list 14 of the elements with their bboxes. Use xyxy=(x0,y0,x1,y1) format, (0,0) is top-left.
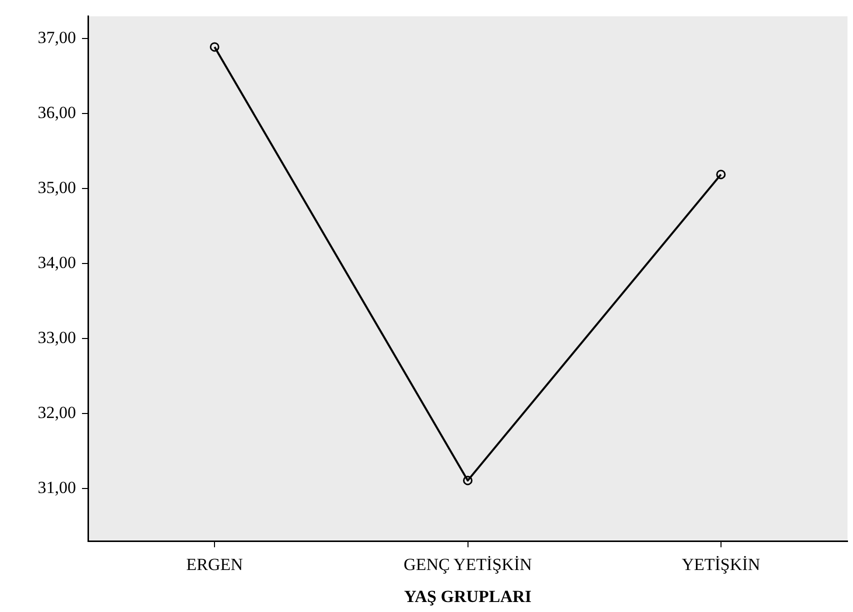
x-axis-title: YAŞ GRUPLARI xyxy=(404,587,532,606)
y-tick-label: 31,00 xyxy=(38,478,76,498)
y-tick-label: 32,00 xyxy=(38,403,76,422)
y-tick-label: 36,00 xyxy=(38,103,76,122)
y-tick-label: 35,00 xyxy=(38,178,76,198)
y-tick-label: 34,00 xyxy=(38,253,76,272)
point xyxy=(463,476,472,486)
x-tick-label: GENÇ YETİŞKİN xyxy=(404,554,532,574)
point xyxy=(210,42,220,52)
y-tick-label: 37,00 xyxy=(38,28,76,48)
x-tick-label: ERGEN xyxy=(186,554,243,574)
x-tick-label: YETİŞKİN xyxy=(682,554,760,574)
y-tick-label: 33,00 xyxy=(38,328,76,348)
point xyxy=(716,170,726,180)
